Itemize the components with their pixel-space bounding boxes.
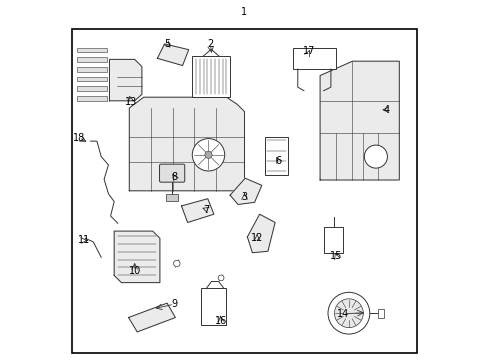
Bar: [192, 56, 230, 97]
Text: 4: 4: [383, 105, 389, 115]
Bar: [77, 48, 106, 52]
Text: 15: 15: [329, 251, 342, 261]
Bar: [166, 194, 178, 201]
Text: 18: 18: [73, 132, 85, 143]
Polygon shape: [157, 44, 188, 66]
Text: 10: 10: [128, 266, 141, 276]
Text: 17: 17: [303, 46, 315, 56]
Text: 7: 7: [203, 204, 209, 215]
Bar: [200, 288, 226, 325]
Bar: [378, 309, 384, 318]
Bar: [292, 48, 335, 69]
Text: 16: 16: [215, 316, 227, 326]
Circle shape: [364, 145, 386, 168]
Polygon shape: [128, 303, 175, 332]
Text: 8: 8: [171, 172, 177, 182]
Polygon shape: [181, 199, 213, 222]
Text: 11: 11: [78, 235, 90, 246]
FancyBboxPatch shape: [159, 164, 184, 182]
Text: 3: 3: [241, 192, 247, 202]
Circle shape: [218, 275, 224, 281]
Text: 1: 1: [241, 7, 247, 17]
Polygon shape: [230, 178, 261, 204]
Circle shape: [334, 299, 363, 328]
Circle shape: [204, 151, 212, 158]
Bar: [77, 67, 106, 72]
Bar: [77, 96, 106, 101]
Text: 9: 9: [171, 299, 177, 309]
Bar: [77, 77, 106, 81]
Text: 5: 5: [163, 39, 170, 49]
Text: 12: 12: [250, 233, 263, 243]
Text: 14: 14: [337, 309, 349, 319]
Bar: [77, 86, 106, 91]
Circle shape: [192, 139, 224, 171]
Text: 13: 13: [125, 96, 137, 107]
Circle shape: [173, 260, 180, 267]
Circle shape: [327, 292, 369, 334]
Bar: [324, 227, 343, 253]
Polygon shape: [247, 214, 275, 253]
Bar: [265, 137, 287, 175]
Polygon shape: [114, 231, 160, 283]
Text: 6: 6: [275, 156, 281, 166]
Polygon shape: [129, 97, 244, 191]
Polygon shape: [320, 61, 399, 180]
Text: 2: 2: [207, 39, 213, 49]
Polygon shape: [109, 59, 142, 101]
Bar: [77, 57, 106, 62]
